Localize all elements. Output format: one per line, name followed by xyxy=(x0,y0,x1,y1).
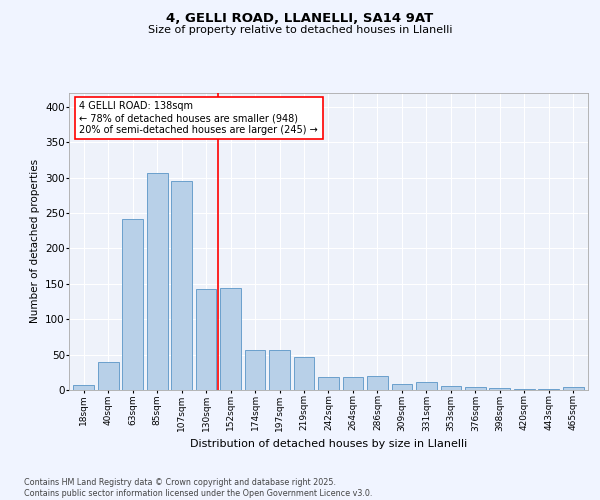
Bar xyxy=(98,362,119,390)
Text: 4, GELLI ROAD, LLANELLI, SA14 9AT: 4, GELLI ROAD, LLANELLI, SA14 9AT xyxy=(166,12,434,26)
Bar xyxy=(440,386,461,390)
Bar xyxy=(514,388,535,390)
Bar xyxy=(196,288,217,390)
Bar xyxy=(343,376,364,390)
Bar xyxy=(490,388,510,390)
Bar xyxy=(318,376,339,390)
Bar xyxy=(73,385,94,390)
Bar xyxy=(147,172,167,390)
Text: Size of property relative to detached houses in Llanelli: Size of property relative to detached ho… xyxy=(148,25,452,35)
Bar xyxy=(465,387,486,390)
Text: 4 GELLI ROAD: 138sqm
← 78% of detached houses are smaller (948)
20% of semi-deta: 4 GELLI ROAD: 138sqm ← 78% of detached h… xyxy=(79,102,318,134)
Bar xyxy=(245,350,265,390)
Bar xyxy=(269,350,290,390)
Bar xyxy=(293,356,314,390)
Bar xyxy=(122,218,143,390)
Bar xyxy=(563,387,584,390)
Bar xyxy=(220,288,241,390)
Bar xyxy=(171,181,192,390)
Bar xyxy=(367,376,388,390)
Text: Contains HM Land Registry data © Crown copyright and database right 2025.
Contai: Contains HM Land Registry data © Crown c… xyxy=(24,478,373,498)
Bar xyxy=(416,382,437,390)
Bar xyxy=(392,384,412,390)
X-axis label: Distribution of detached houses by size in Llanelli: Distribution of detached houses by size … xyxy=(190,439,467,449)
Y-axis label: Number of detached properties: Number of detached properties xyxy=(29,159,40,324)
